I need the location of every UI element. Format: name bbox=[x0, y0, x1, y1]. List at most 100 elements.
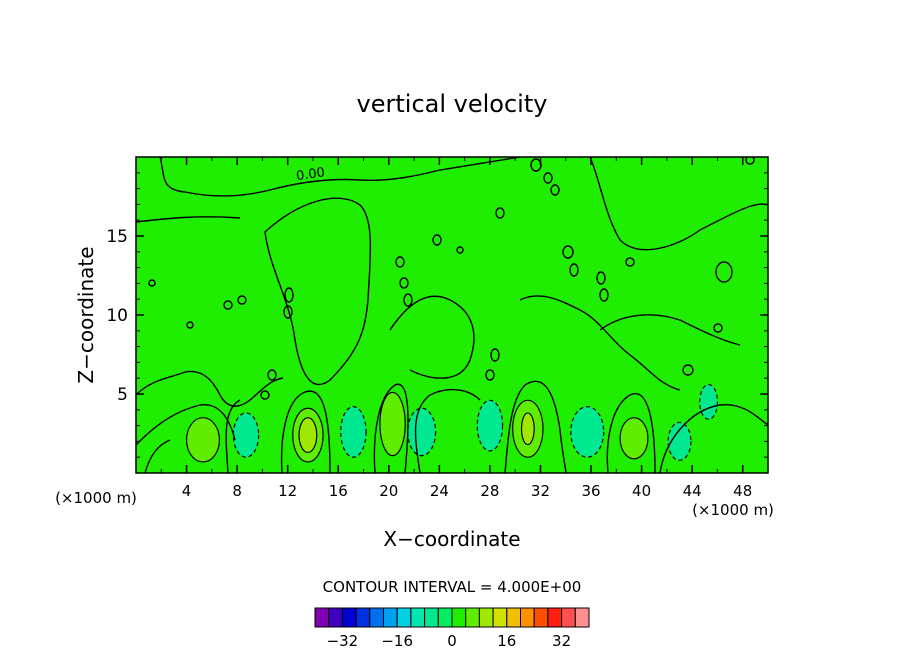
zero-contour bbox=[148, 279, 156, 287]
zero-contour bbox=[745, 157, 755, 165]
downdraft-contour bbox=[699, 383, 719, 420]
colorbar-swatch bbox=[437, 607, 453, 628]
x-axis-unit-right: (×1000 m) bbox=[692, 501, 774, 519]
y-tick-label: 15 bbox=[106, 227, 128, 247]
downdraft-cell bbox=[477, 400, 503, 451]
zero-contour bbox=[403, 293, 413, 307]
updraft-contour bbox=[292, 407, 324, 463]
zero-contour bbox=[659, 404, 768, 473]
colorbar-swatch bbox=[396, 607, 412, 628]
downdraft-cell bbox=[570, 406, 604, 458]
downdraft-cell bbox=[668, 422, 691, 461]
zero-contour bbox=[715, 261, 733, 283]
zero-contour bbox=[186, 321, 194, 329]
colorbar-swatch bbox=[424, 607, 439, 628]
x-tick-label: 44 bbox=[683, 482, 702, 500]
zero-contour bbox=[713, 323, 723, 333]
x-axis-unit-left: (×1000 m) bbox=[55, 489, 137, 507]
zero-contour bbox=[495, 207, 505, 219]
contour-interval-note: CONTOUR INTERVAL = 4.000E+00 bbox=[323, 578, 582, 596]
y-tick-label: 5 bbox=[117, 385, 128, 405]
updraft-cell bbox=[620, 417, 648, 459]
x-tick-label: 4 bbox=[182, 482, 192, 500]
downdraft-contour bbox=[570, 406, 605, 458]
zero-contour bbox=[136, 216, 241, 223]
x-tick-label: 16 bbox=[329, 482, 348, 500]
x-tick-label: 40 bbox=[632, 482, 651, 500]
colorbar-swatch bbox=[478, 607, 494, 628]
zero-contour bbox=[599, 314, 741, 346]
y-axis-ticks: 5 10 15 bbox=[106, 172, 768, 458]
zero-contour bbox=[223, 300, 233, 310]
zero-contour bbox=[144, 439, 171, 473]
colorbar-swatch bbox=[369, 607, 384, 628]
downdraft-contour bbox=[232, 412, 260, 458]
updraft-contour bbox=[520, 412, 535, 446]
zero-contour bbox=[399, 277, 409, 289]
zero-contour bbox=[569, 263, 579, 277]
y-tick-label: 10 bbox=[106, 306, 128, 326]
colorbar-swatch bbox=[547, 607, 563, 628]
zero-contour bbox=[237, 295, 247, 305]
zero-contour bbox=[389, 295, 475, 379]
zero-contour bbox=[550, 184, 560, 196]
region-contour-lines bbox=[185, 383, 719, 463]
zero-contour bbox=[682, 364, 694, 376]
x-tick-label: 36 bbox=[581, 482, 600, 500]
updraft-contour bbox=[619, 417, 649, 460]
colorbar-swatch bbox=[506, 607, 521, 628]
zero-contour bbox=[395, 256, 405, 268]
x-tick-label: 8 bbox=[232, 482, 242, 500]
updraft-cell bbox=[379, 392, 406, 456]
zero-contour bbox=[373, 383, 409, 473]
zero-contour bbox=[504, 380, 567, 473]
colorbar-swatch bbox=[355, 607, 371, 628]
colorbar-tick-label: 32 bbox=[552, 632, 571, 650]
zero-contour bbox=[267, 369, 277, 381]
colorbar-swatch bbox=[451, 607, 467, 628]
zero-contour bbox=[414, 388, 481, 473]
colorbar-swatch bbox=[574, 607, 590, 628]
zero-contour bbox=[264, 197, 372, 386]
zero-contour bbox=[485, 369, 495, 381]
colorbar-swatch bbox=[328, 607, 343, 628]
x-tick-label: 28 bbox=[480, 482, 499, 500]
contour-field: 0.00 bbox=[136, 157, 768, 473]
zero-contour bbox=[136, 404, 236, 446]
colorbar-tick-label: 16 bbox=[497, 632, 516, 650]
colorbar-swatch bbox=[341, 607, 357, 628]
zero-contour bbox=[562, 245, 574, 259]
x-tick-label: 20 bbox=[379, 482, 398, 500]
contour-label: 0.00 bbox=[295, 165, 326, 184]
colorbar-tick-label: −16 bbox=[381, 632, 413, 650]
colorbar-swatch bbox=[383, 607, 398, 628]
downdraft-contour bbox=[667, 421, 692, 461]
zero-contour bbox=[260, 390, 270, 400]
zero-contour bbox=[599, 288, 609, 302]
zero-contour bbox=[456, 246, 464, 254]
x-tick-label: 24 bbox=[430, 482, 449, 500]
zero-contour bbox=[543, 172, 553, 184]
zero-contour bbox=[432, 234, 442, 246]
zero-contour bbox=[283, 305, 293, 319]
x-axis-ticks: 4 8 12 16 20 24 28 32 36 40 44 48 bbox=[160, 157, 769, 500]
zero-contour bbox=[159, 157, 521, 197]
colorbar-swatch bbox=[465, 607, 480, 628]
updraft-cell bbox=[186, 417, 220, 462]
colorbar-swatch bbox=[314, 607, 330, 628]
zero-contour bbox=[136, 370, 284, 407]
zero-contour bbox=[606, 392, 656, 473]
updraft-cell bbox=[521, 412, 535, 445]
x-axis-label: X−coordinate bbox=[383, 527, 520, 551]
updraft-contour bbox=[512, 399, 544, 458]
zero-contour bbox=[490, 348, 500, 362]
updraft-contour bbox=[379, 391, 406, 457]
colorbar-swatch bbox=[410, 607, 426, 628]
zero-contour bbox=[625, 257, 635, 267]
zero-contour bbox=[225, 399, 241, 473]
colorbar bbox=[314, 607, 590, 628]
x-tick-label: 48 bbox=[733, 482, 752, 500]
colorbar-tick-labels: −32 −16 0 16 32 bbox=[327, 632, 572, 650]
